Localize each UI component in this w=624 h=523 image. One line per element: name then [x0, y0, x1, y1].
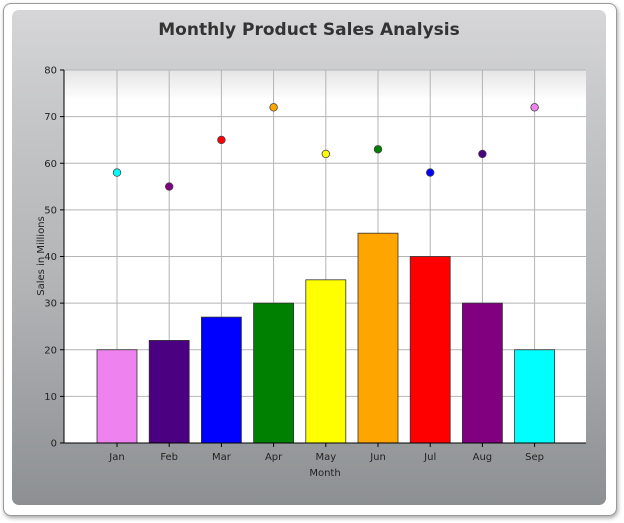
y-axis-title: Sales in Millions — [36, 216, 47, 296]
y-tick-label: 40 — [44, 252, 57, 263]
x-tick-label: Sep — [525, 452, 544, 463]
x-axis-title: Month — [309, 468, 340, 479]
x-tick-label: Aug — [473, 452, 493, 463]
y-tick-label: 70 — [44, 112, 57, 123]
x-tick-label: Jun — [369, 452, 386, 463]
y-tick-label: 50 — [44, 205, 57, 216]
point-aug — [478, 149, 487, 159]
point-mar — [217, 135, 226, 145]
y-tick-label: 60 — [44, 159, 57, 170]
y-tick-label: 80 — [44, 66, 57, 77]
y-tick-label: 0 — [51, 439, 57, 450]
point-jul — [426, 168, 435, 177]
bar-sep — [514, 349, 555, 444]
point-apr — [269, 103, 278, 112]
y-tick-label: 10 — [44, 392, 57, 403]
bar-jul — [409, 256, 451, 444]
axes — [60, 69, 586, 447]
bar-feb — [148, 340, 190, 444]
bar-jan — [96, 349, 138, 444]
y-tick-label: 30 — [44, 299, 57, 310]
x-tick-label: Jan — [108, 452, 124, 463]
scatter-series — [112, 103, 539, 191]
point-sep — [530, 103, 539, 112]
point-jun — [373, 145, 383, 154]
bar-jun — [357, 232, 399, 444]
point-feb — [164, 182, 174, 191]
x-tick-label: Jul — [423, 452, 436, 463]
x-tick-label: Apr — [265, 452, 283, 463]
chart-title: Monthly Product Sales Analysis — [158, 20, 460, 40]
bar-may — [305, 279, 347, 444]
bar-mar — [200, 316, 242, 444]
point-jan — [112, 168, 122, 177]
x-tick-label: Feb — [160, 452, 178, 463]
tick-labels: 0 10 20 30 40 50 60 70 80 Jan Feb Mar Apr May Jun Jul Au… — [44, 66, 544, 464]
bar-series — [96, 232, 555, 444]
y-tick-label: 20 — [44, 345, 57, 356]
x-tick-label: Mar — [212, 452, 232, 463]
bar-aug — [461, 302, 503, 444]
x-tick-label: May — [315, 452, 336, 463]
point-may — [321, 149, 330, 159]
bar-apr — [253, 302, 295, 444]
